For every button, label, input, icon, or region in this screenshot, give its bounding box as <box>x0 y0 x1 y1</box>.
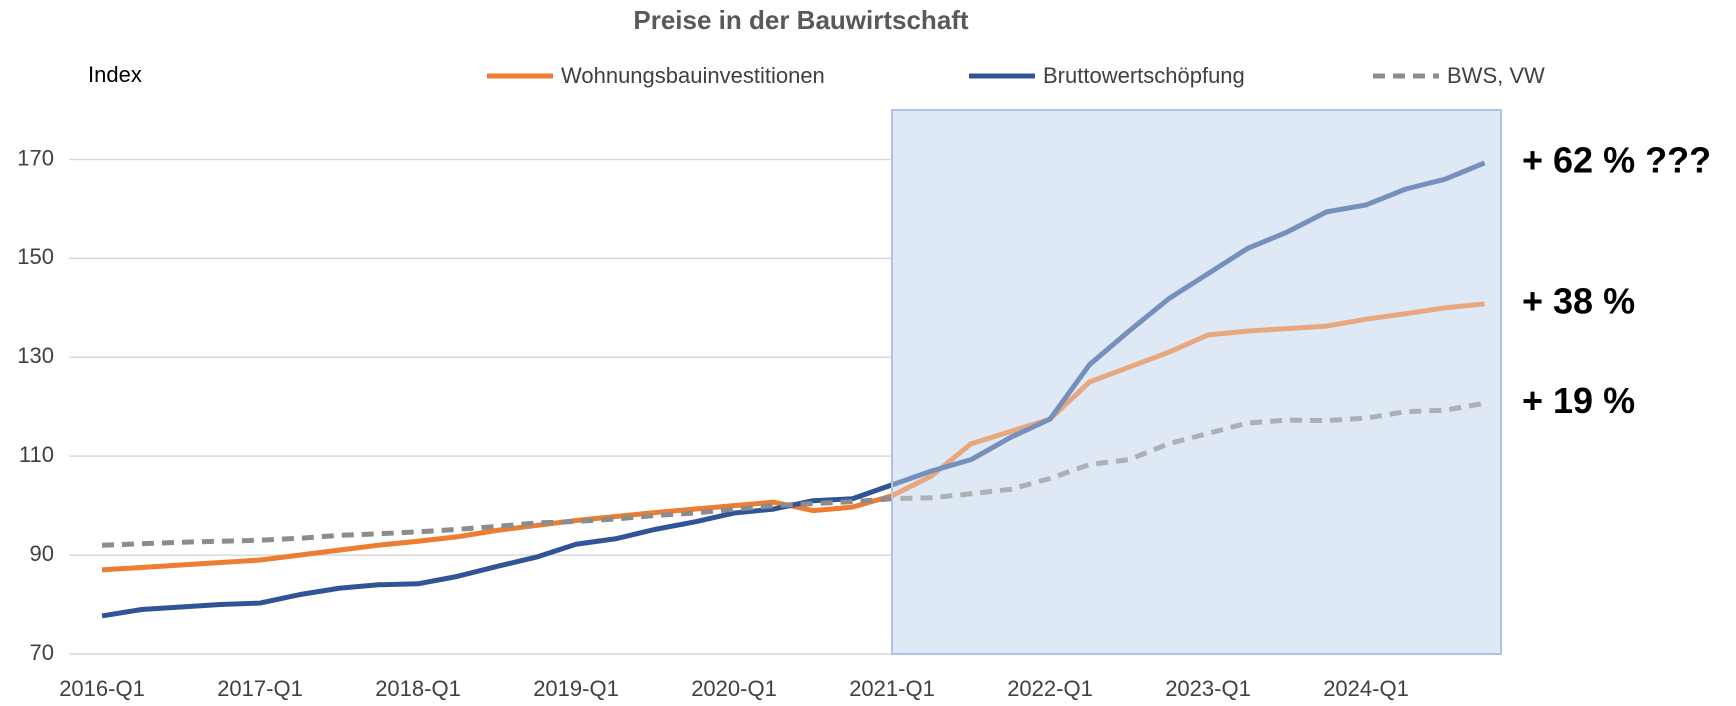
x-tick-label: 2019-Q1 <box>533 676 619 701</box>
legend-label: BWS, VW <box>1447 63 1545 88</box>
x-tick-label: 2021-Q1 <box>849 676 935 701</box>
x-tick-label: 2017-Q1 <box>217 676 303 701</box>
legend-label: Wohnungsbauinvestitionen <box>561 63 825 88</box>
x-tick-label: 2018-Q1 <box>375 676 461 701</box>
chart-title: Preise in der Bauwirtschaft <box>633 5 969 35</box>
series-line <box>101 400 1485 548</box>
annotation: + 38 % <box>1522 280 1635 321</box>
shaded-overlay <box>891 109 1502 655</box>
x-tick-label: 2024-Q1 <box>1323 676 1409 701</box>
y-tick-label: 90 <box>30 541 54 566</box>
legend-label: Bruttowertschöpfung <box>1043 63 1245 88</box>
x-tick-label: 2020-Q1 <box>691 676 777 701</box>
x-tick-label: 2022-Q1 <box>1007 676 1093 701</box>
y-tick-label: 130 <box>17 343 54 368</box>
annotation: + 62 % ??? <box>1522 139 1711 180</box>
y-tick-label: 170 <box>17 145 54 170</box>
annotation: + 19 % <box>1522 380 1635 421</box>
y-tick-label: 110 <box>19 442 54 467</box>
x-tick-label: 2023-Q1 <box>1165 676 1251 701</box>
y-tick-label: 150 <box>17 244 54 269</box>
shaded-region <box>892 110 1501 654</box>
y-axis-label: Index <box>88 62 142 87</box>
x-tick-label: 2016-Q1 <box>59 676 145 701</box>
y-tick-label: 70 <box>30 640 54 665</box>
series-line <box>101 160 1486 619</box>
